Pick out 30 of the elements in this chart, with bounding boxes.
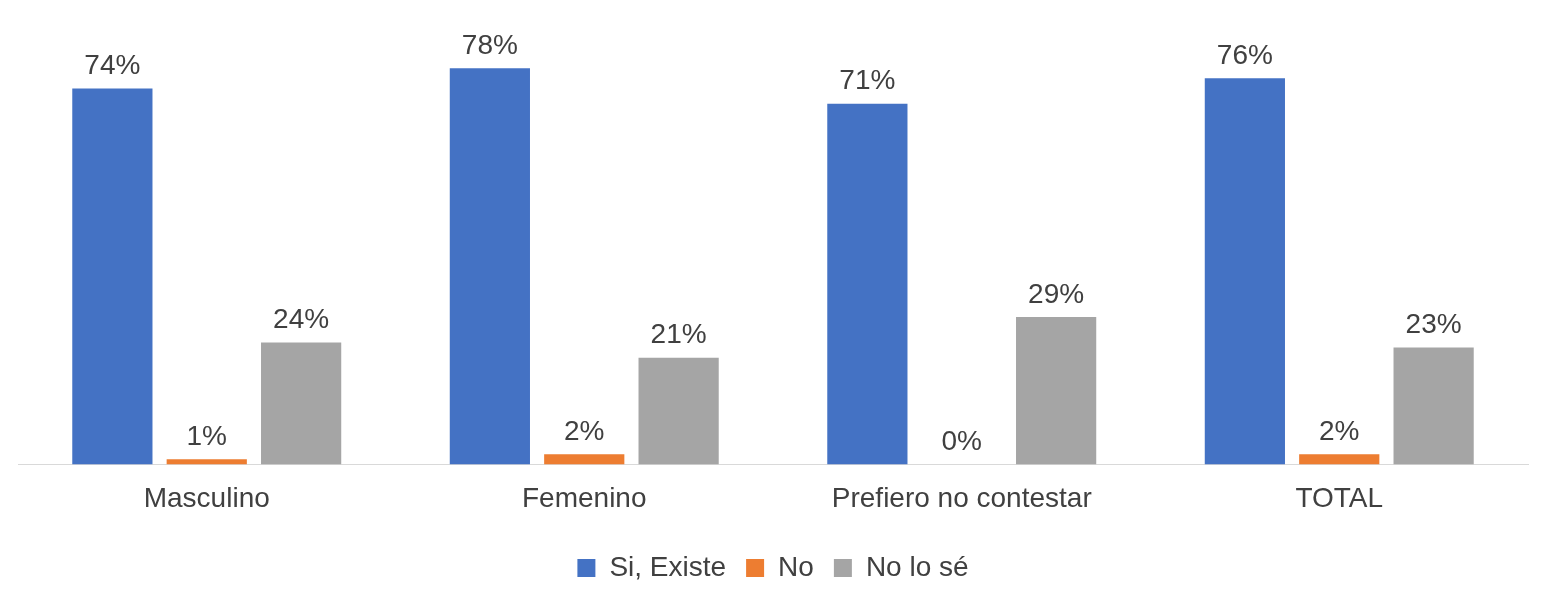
- x-tick-label: Femenino: [521, 481, 647, 513]
- bar: [166, 459, 247, 465]
- bar: [1016, 317, 1097, 465]
- data-label: 2%: [564, 414, 605, 446]
- data-label: 21%: [650, 318, 707, 350]
- x-tick-label: Masculino: [143, 481, 270, 513]
- data-label: 2%: [1319, 414, 1360, 446]
- x-tick-label: TOTAL: [1295, 481, 1384, 513]
- bar: [638, 357, 719, 465]
- x-tick-label: Prefiero no contestar: [831, 481, 1092, 513]
- bar: [544, 454, 625, 465]
- data-label: 1%: [186, 420, 227, 452]
- legend-label: No lo sé: [865, 550, 969, 582]
- bar: [261, 342, 342, 465]
- data-label: 76%: [1216, 39, 1273, 71]
- data-label: 29%: [1028, 277, 1085, 309]
- legend-label: Si, Existe: [609, 550, 727, 582]
- bar: [1299, 454, 1380, 465]
- bar: [449, 68, 530, 465]
- bar: [1204, 78, 1285, 465]
- data-label: 0%: [941, 425, 982, 457]
- data-label: 23%: [1405, 308, 1462, 340]
- data-label: 24%: [273, 303, 330, 335]
- data-label: 71%: [839, 64, 896, 96]
- legend-label: No: [778, 550, 814, 582]
- bar: [72, 88, 153, 465]
- data-label: 74%: [84, 49, 141, 81]
- bar: [1393, 347, 1474, 465]
- data-label: 78%: [461, 28, 518, 60]
- bar: [827, 103, 908, 465]
